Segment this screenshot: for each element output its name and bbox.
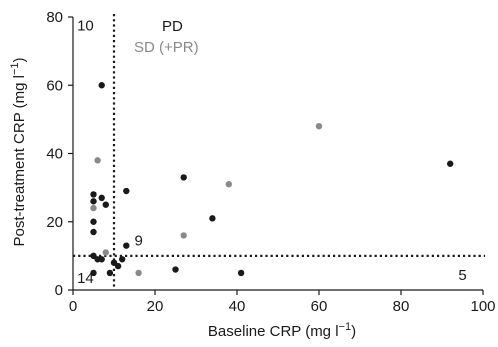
data-point-pd bbox=[123, 187, 130, 195]
data-point-sd bbox=[135, 269, 142, 277]
data-point-pd bbox=[123, 242, 130, 249]
data-point-pd bbox=[237, 269, 245, 277]
data-point-pd bbox=[90, 228, 97, 236]
data-point-pd bbox=[98, 194, 105, 202]
x-axis-title-tail: ) bbox=[351, 323, 356, 340]
x-axis-title: Baseline CRP (mg l−1) bbox=[208, 321, 356, 340]
count-annotation: 14 bbox=[77, 270, 94, 287]
y-tick-label: 20 bbox=[46, 214, 63, 231]
legend-label-sd: SD (+PR) bbox=[134, 39, 199, 56]
data-point-sd bbox=[225, 181, 232, 188]
y-axis-title-tail: ) bbox=[11, 58, 28, 63]
data-point-pd bbox=[119, 256, 126, 263]
data-point-pd bbox=[90, 269, 97, 277]
y-axis-title-main: Post-treatment CRP (mg l bbox=[11, 75, 28, 246]
data-point-sd bbox=[315, 123, 323, 130]
tick-marks: 0 20 40 60 80 100 0 20 40 60 80 bbox=[46, 9, 495, 315]
data-point-pd bbox=[172, 266, 179, 273]
data-point-pd bbox=[106, 269, 114, 277]
data-point-pd bbox=[90, 198, 97, 205]
count-annotation: 5 bbox=[458, 267, 466, 284]
y-tick-label: 40 bbox=[46, 146, 63, 163]
data-point-sd bbox=[94, 157, 101, 164]
data-point-sd bbox=[90, 204, 97, 212]
y-tick-label: 80 bbox=[46, 9, 63, 26]
y-tick-label: 60 bbox=[46, 77, 63, 94]
data-point-pd bbox=[90, 218, 97, 225]
x-tick-label: 100 bbox=[470, 298, 495, 315]
threshold-lines bbox=[73, 14, 485, 290]
x-tick-label: 20 bbox=[147, 298, 164, 315]
data-point-pd bbox=[447, 160, 454, 167]
count-annotation: 9 bbox=[135, 233, 143, 250]
x-tick-label: 40 bbox=[229, 298, 246, 315]
data-point-sd bbox=[180, 232, 187, 239]
x-tick-label: 60 bbox=[311, 298, 328, 315]
data-point-pd bbox=[98, 82, 105, 89]
x-tick-label: 0 bbox=[69, 298, 77, 315]
data-point-pd bbox=[114, 262, 122, 270]
count-annotation: 10 bbox=[77, 18, 94, 35]
data-points bbox=[90, 82, 454, 277]
y-tick-label: 0 bbox=[55, 282, 63, 299]
annotations: 10 9 14 5 bbox=[77, 18, 467, 288]
legend: PD SD (+PR) bbox=[134, 18, 199, 56]
data-point-pd bbox=[209, 215, 216, 222]
x-tick-label: 80 bbox=[393, 298, 410, 315]
y-axis-title-superscript: −1 bbox=[9, 63, 21, 76]
x-axis-title-superscript: −1 bbox=[339, 321, 352, 333]
y-axis-title: Post-treatment CRP (mg l−1) bbox=[9, 58, 28, 247]
data-point-pd bbox=[90, 191, 97, 198]
data-point-pd bbox=[102, 201, 110, 208]
legend-label-pd: PD bbox=[162, 18, 183, 35]
x-axis-title-main: Baseline CRP (mg l bbox=[208, 323, 339, 340]
data-point-pd bbox=[98, 256, 105, 263]
data-point-sd bbox=[102, 249, 110, 256]
data-point-pd bbox=[180, 174, 187, 181]
